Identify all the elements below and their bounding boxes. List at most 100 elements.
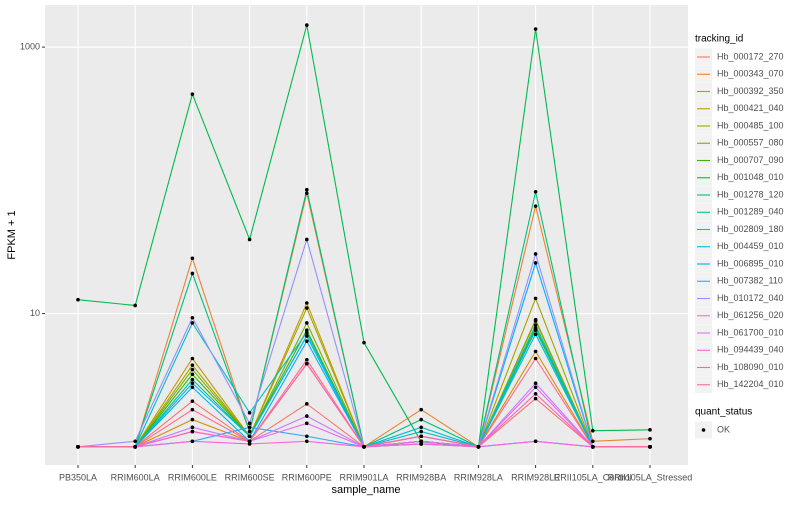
point bbox=[533, 356, 538, 361]
point bbox=[305, 357, 309, 362]
point bbox=[190, 425, 195, 430]
x-tick-label: RRII105LA_Stressed bbox=[608, 472, 693, 482]
legend-label: Hb_002809_180 bbox=[717, 224, 784, 234]
point bbox=[362, 340, 366, 345]
legend-label: Hb_142204_010 bbox=[717, 379, 784, 389]
point bbox=[533, 385, 538, 390]
point bbox=[190, 256, 195, 261]
legend-label: Hb_001048_010 bbox=[717, 172, 784, 182]
point bbox=[76, 444, 80, 449]
point bbox=[247, 439, 252, 444]
point bbox=[305, 321, 309, 325]
legend-label: Hb_001278_120 bbox=[717, 189, 784, 199]
point bbox=[533, 328, 538, 333]
legend-title: quant_status bbox=[695, 407, 752, 418]
legend-label: Hb_000392_350 bbox=[717, 86, 784, 96]
x-tick-label: RRIM600LA bbox=[111, 472, 160, 482]
legend-label: Hb_007382_110 bbox=[717, 276, 783, 286]
point bbox=[648, 444, 652, 449]
legend-label: Hb_000707_090 bbox=[717, 155, 784, 165]
point bbox=[305, 361, 309, 366]
point bbox=[190, 407, 195, 412]
x-tick-label: RRIM928BA bbox=[396, 472, 446, 482]
point bbox=[533, 27, 538, 31]
legend-label: Hb_000557_080 bbox=[717, 138, 784, 148]
point bbox=[533, 332, 538, 336]
point bbox=[305, 191, 309, 196]
point bbox=[648, 428, 652, 432]
point bbox=[190, 399, 195, 403]
point bbox=[190, 381, 195, 386]
x-tick-label: RRII105LA_Control bbox=[554, 472, 632, 482]
legend-label: Hb_000421_040 bbox=[717, 103, 784, 113]
point bbox=[305, 439, 309, 444]
point bbox=[419, 429, 424, 434]
point bbox=[362, 444, 366, 449]
point bbox=[247, 434, 252, 439]
point bbox=[190, 356, 195, 361]
point bbox=[533, 396, 538, 401]
point bbox=[305, 330, 309, 335]
point bbox=[190, 321, 195, 325]
point bbox=[247, 410, 252, 415]
point bbox=[305, 334, 309, 338]
point bbox=[190, 271, 195, 276]
legend-label: Hb_108090_010 bbox=[717, 362, 784, 372]
point bbox=[419, 407, 424, 412]
point bbox=[591, 444, 595, 449]
point bbox=[247, 425, 252, 430]
point bbox=[305, 434, 309, 439]
point bbox=[190, 429, 195, 434]
point bbox=[190, 363, 195, 367]
legend-label: Hb_000343_070 bbox=[717, 69, 784, 79]
legend-label: Hb_006895_010 bbox=[717, 258, 784, 268]
point bbox=[305, 402, 309, 406]
legend-label: OK bbox=[717, 424, 730, 434]
point bbox=[190, 92, 195, 97]
x-tick-label: PB350LA bbox=[59, 472, 97, 482]
x-tick-label: RRIM600PE bbox=[282, 472, 332, 482]
point bbox=[305, 414, 309, 418]
point bbox=[305, 306, 309, 310]
point bbox=[190, 367, 195, 372]
point bbox=[247, 237, 252, 242]
point bbox=[190, 377, 195, 382]
point bbox=[591, 439, 595, 444]
point bbox=[533, 261, 538, 265]
point bbox=[305, 23, 309, 27]
legend-label: Hb_000172_270 bbox=[717, 51, 784, 61]
point bbox=[247, 421, 252, 426]
x-tick-label: RRIM928LA bbox=[454, 472, 503, 482]
point bbox=[419, 434, 424, 439]
point bbox=[533, 349, 538, 354]
point bbox=[419, 425, 424, 430]
x-tick-label: RRIM901LA bbox=[339, 472, 388, 482]
legend-label: Hb_061700_010 bbox=[717, 327, 784, 337]
point bbox=[591, 428, 595, 433]
point bbox=[305, 301, 309, 305]
legend-label: Hb_004459_010 bbox=[717, 241, 784, 251]
y-tick-label: 1000 bbox=[20, 41, 40, 51]
point bbox=[305, 421, 309, 426]
legend-label: Hb_061256_020 bbox=[717, 310, 784, 320]
point bbox=[76, 297, 80, 302]
point bbox=[533, 323, 538, 327]
legend-label: Hb_010172_040 bbox=[717, 293, 784, 303]
y-axis-label: FPKM + 1 bbox=[6, 210, 18, 259]
legend-title: tracking_id bbox=[695, 34, 743, 45]
point bbox=[247, 429, 252, 434]
point bbox=[533, 381, 538, 386]
point bbox=[533, 391, 538, 396]
point bbox=[190, 417, 195, 422]
point bbox=[533, 319, 538, 323]
panel bbox=[45, 5, 688, 465]
point bbox=[305, 187, 309, 192]
x-tick-label: RRIM928LE bbox=[511, 472, 560, 482]
point bbox=[419, 417, 424, 422]
point bbox=[533, 190, 538, 194]
point bbox=[190, 315, 195, 320]
x-tick-label: RRIM600LE bbox=[168, 472, 217, 482]
legend-label: Hb_094439_040 bbox=[717, 345, 784, 355]
legend-label: Hb_000485_100 bbox=[717, 120, 784, 130]
